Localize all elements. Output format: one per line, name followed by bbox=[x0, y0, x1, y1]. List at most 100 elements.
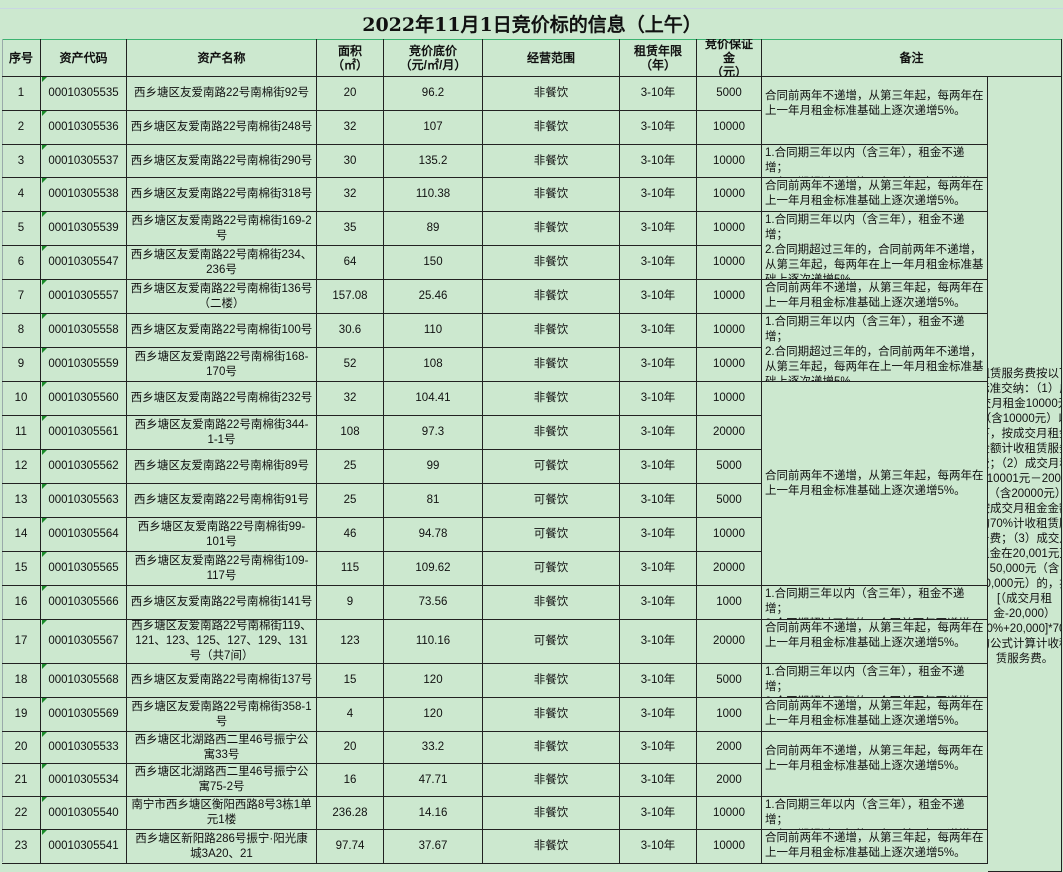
row-number-cell[interactable]: 14 bbox=[2, 518, 41, 552]
business-scope-cell[interactable]: 非餐饮 bbox=[483, 145, 620, 178]
row-number-cell[interactable]: 17 bbox=[2, 620, 41, 664]
asset-name-cell[interactable]: 西乡塘区友爱南路22号南棉街248号 bbox=[127, 111, 317, 145]
reserve-price-cell[interactable]: 120 bbox=[384, 664, 483, 698]
asset-code-cell[interactable]: 00010305537 bbox=[41, 145, 127, 178]
business-scope-cell[interactable]: 可餐饮 bbox=[483, 518, 620, 552]
area-cell[interactable]: 9 bbox=[317, 586, 384, 620]
row-number-cell[interactable]: 1 bbox=[2, 77, 41, 111]
area-cell[interactable]: 4 bbox=[317, 698, 384, 732]
reserve-price-cell[interactable]: 120 bbox=[384, 698, 483, 732]
lease-term-cell[interactable]: 3-10年 bbox=[620, 450, 697, 484]
row-number-cell[interactable]: 20 bbox=[2, 732, 41, 764]
area-cell[interactable]: 32 bbox=[317, 178, 384, 212]
lease-term-cell[interactable]: 3-10年 bbox=[620, 620, 697, 664]
deposit-cell[interactable]: 5000 bbox=[697, 664, 762, 698]
lease-term-cell[interactable]: 3-10年 bbox=[620, 764, 697, 797]
asset-code-cell[interactable]: 00010305567 bbox=[41, 620, 127, 664]
area-cell[interactable]: 30 bbox=[317, 145, 384, 178]
reserve-price-cell[interactable]: 99 bbox=[384, 450, 483, 484]
deposit-cell[interactable]: 10000 bbox=[697, 178, 762, 212]
row-number-cell[interactable]: 4 bbox=[2, 178, 41, 212]
lease-term-cell[interactable]: 3-10年 bbox=[620, 348, 697, 382]
asset-name-cell[interactable]: 南宁市西乡塘区衡阳西路8号3栋1单元1楼 bbox=[127, 797, 317, 830]
asset-code-cell[interactable]: 00010305540 bbox=[41, 797, 127, 830]
business-scope-cell[interactable]: 可餐饮 bbox=[483, 552, 620, 586]
lease-term-cell[interactable]: 3-10年 bbox=[620, 552, 697, 586]
asset-name-cell[interactable]: 西乡塘区友爱南路22号南棉街89号 bbox=[127, 450, 317, 484]
row-number-cell[interactable]: 6 bbox=[2, 246, 41, 280]
remarks-cell[interactable]: 合同前两年不递增，从第三年起，每两年在上一年月租金标准基础上逐次递增5%。 bbox=[762, 830, 988, 864]
reserve-price-cell[interactable]: 135.2 bbox=[384, 145, 483, 178]
area-cell[interactable]: 15 bbox=[317, 664, 384, 698]
row-number-cell[interactable]: 22 bbox=[2, 797, 41, 830]
row-number-cell[interactable]: 5 bbox=[2, 212, 41, 246]
remarks-cell[interactable]: 合同前两年不递增，从第三年起，每两年在上一年月租金标准基础上逐次递增5%。 bbox=[762, 280, 988, 314]
asset-name-cell[interactable]: 西乡塘区友爱南路22号南棉街100号 bbox=[127, 314, 317, 348]
business-scope-cell[interactable]: 非餐饮 bbox=[483, 664, 620, 698]
area-cell[interactable]: 52 bbox=[317, 348, 384, 382]
deposit-cell[interactable]: 20000 bbox=[697, 552, 762, 586]
business-scope-cell[interactable]: 非餐饮 bbox=[483, 111, 620, 145]
deposit-cell[interactable]: 2000 bbox=[697, 764, 762, 797]
asset-code-cell[interactable]: 00010305533 bbox=[41, 732, 127, 764]
business-scope-cell[interactable]: 非餐饮 bbox=[483, 314, 620, 348]
remarks-cell[interactable]: 合同前两年不递增，从第三年起，每两年在上一年月租金标准基础上逐次递增5%。 bbox=[762, 732, 988, 797]
asset-name-cell[interactable]: 西乡塘区友爱南路22号南棉街290号 bbox=[127, 145, 317, 178]
area-cell[interactable]: 97.74 bbox=[317, 830, 384, 864]
row-number-cell[interactable]: 19 bbox=[2, 698, 41, 732]
lease-term-cell[interactable]: 3-10年 bbox=[620, 797, 697, 830]
asset-name-cell[interactable]: 西乡塘区友爱南路22号南棉街318号 bbox=[127, 178, 317, 212]
area-cell[interactable]: 108 bbox=[317, 416, 384, 450]
reserve-price-cell[interactable]: 110.16 bbox=[384, 620, 483, 664]
remarks-cell[interactable]: 1.合同期三年以内（含三年），租金不递增； 2.合同期超过三年的，合同前两年不递… bbox=[762, 586, 988, 620]
area-cell[interactable]: 20 bbox=[317, 77, 384, 111]
asset-name-cell[interactable]: 西乡塘区友爱南路22号南棉街232号 bbox=[127, 382, 317, 416]
asset-code-cell[interactable]: 00010305561 bbox=[41, 416, 127, 450]
row-number-cell[interactable]: 16 bbox=[2, 586, 41, 620]
lease-term-cell[interactable]: 3-10年 bbox=[620, 732, 697, 764]
row-number-cell[interactable]: 2 bbox=[2, 111, 41, 145]
asset-code-cell[interactable]: 00010305539 bbox=[41, 212, 127, 246]
deposit-cell[interactable]: 20000 bbox=[697, 620, 762, 664]
service-fee-remark-cell[interactable]: 租赁服务费按以下标准交纳：（1）成交月租金10000元（含10000元）以下，按… bbox=[988, 77, 1062, 872]
remarks-cell[interactable]: 1.合同期三年以内（含三年），租金不递增； 2.合同期超过三年的，合同前两年不递… bbox=[762, 314, 988, 382]
reserve-price-cell[interactable]: 110.38 bbox=[384, 178, 483, 212]
row-number-cell[interactable]: 15 bbox=[2, 552, 41, 586]
area-cell[interactable]: 64 bbox=[317, 246, 384, 280]
deposit-cell[interactable]: 5000 bbox=[697, 484, 762, 518]
deposit-cell[interactable]: 10000 bbox=[697, 246, 762, 280]
business-scope-cell[interactable]: 非餐饮 bbox=[483, 178, 620, 212]
reserve-price-cell[interactable]: 107 bbox=[384, 111, 483, 145]
reserve-price-cell[interactable]: 89 bbox=[384, 212, 483, 246]
lease-term-cell[interactable]: 3-10年 bbox=[620, 830, 697, 864]
asset-name-cell[interactable]: 西乡塘区北湖路西二里46号振宁公寓33号 bbox=[127, 732, 317, 764]
area-cell[interactable]: 236.28 bbox=[317, 797, 384, 830]
deposit-cell[interactable]: 5000 bbox=[697, 450, 762, 484]
reserve-price-cell[interactable]: 104.41 bbox=[384, 382, 483, 416]
asset-name-cell[interactable]: 西乡塘区北湖路西二里46号振宁公寓75-2号 bbox=[127, 764, 317, 797]
reserve-price-cell[interactable]: 81 bbox=[384, 484, 483, 518]
deposit-cell[interactable]: 1000 bbox=[697, 586, 762, 620]
asset-name-cell[interactable]: 西乡塘区友爱南路22号南棉街141号 bbox=[127, 586, 317, 620]
remarks-cell[interactable]: 合同前两年不递增，从第三年起，每两年在上一年月租金标准基础上逐次递增5%。 bbox=[762, 178, 988, 212]
reserve-price-cell[interactable]: 25.46 bbox=[384, 280, 483, 314]
asset-name-cell[interactable]: 西乡塘区友爱南路22号南棉街137号 bbox=[127, 664, 317, 698]
business-scope-cell[interactable]: 非餐饮 bbox=[483, 732, 620, 764]
deposit-cell[interactable]: 10000 bbox=[697, 797, 762, 830]
reserve-price-cell[interactable]: 150 bbox=[384, 246, 483, 280]
asset-name-cell[interactable]: 西乡塘区友爱南路22号南棉街91号 bbox=[127, 484, 317, 518]
asset-code-cell[interactable]: 00010305558 bbox=[41, 314, 127, 348]
business-scope-cell[interactable]: 非餐饮 bbox=[483, 212, 620, 246]
business-scope-cell[interactable]: 非餐饮 bbox=[483, 348, 620, 382]
reserve-price-cell[interactable]: 37.67 bbox=[384, 830, 483, 864]
reserve-price-cell[interactable]: 94.78 bbox=[384, 518, 483, 552]
remarks-cell[interactable]: 合同前两年不递增，从第三年起，每两年在上一年月租金标准基础上逐次递增5%。 bbox=[762, 382, 988, 586]
asset-name-cell[interactable]: 西乡塘区友爱南路22号南棉街109-117号 bbox=[127, 552, 317, 586]
remarks-cell[interactable]: 合同前两年不递增，从第三年起，每两年在上一年月租金标准基础上逐次递增5%。 bbox=[762, 77, 988, 145]
row-number-cell[interactable]: 11 bbox=[2, 416, 41, 450]
asset-code-cell[interactable]: 00010305536 bbox=[41, 111, 127, 145]
asset-code-cell[interactable]: 00010305559 bbox=[41, 348, 127, 382]
deposit-cell[interactable]: 10000 bbox=[697, 111, 762, 145]
deposit-cell[interactable]: 10000 bbox=[697, 518, 762, 552]
lease-term-cell[interactable]: 3-10年 bbox=[620, 77, 697, 111]
